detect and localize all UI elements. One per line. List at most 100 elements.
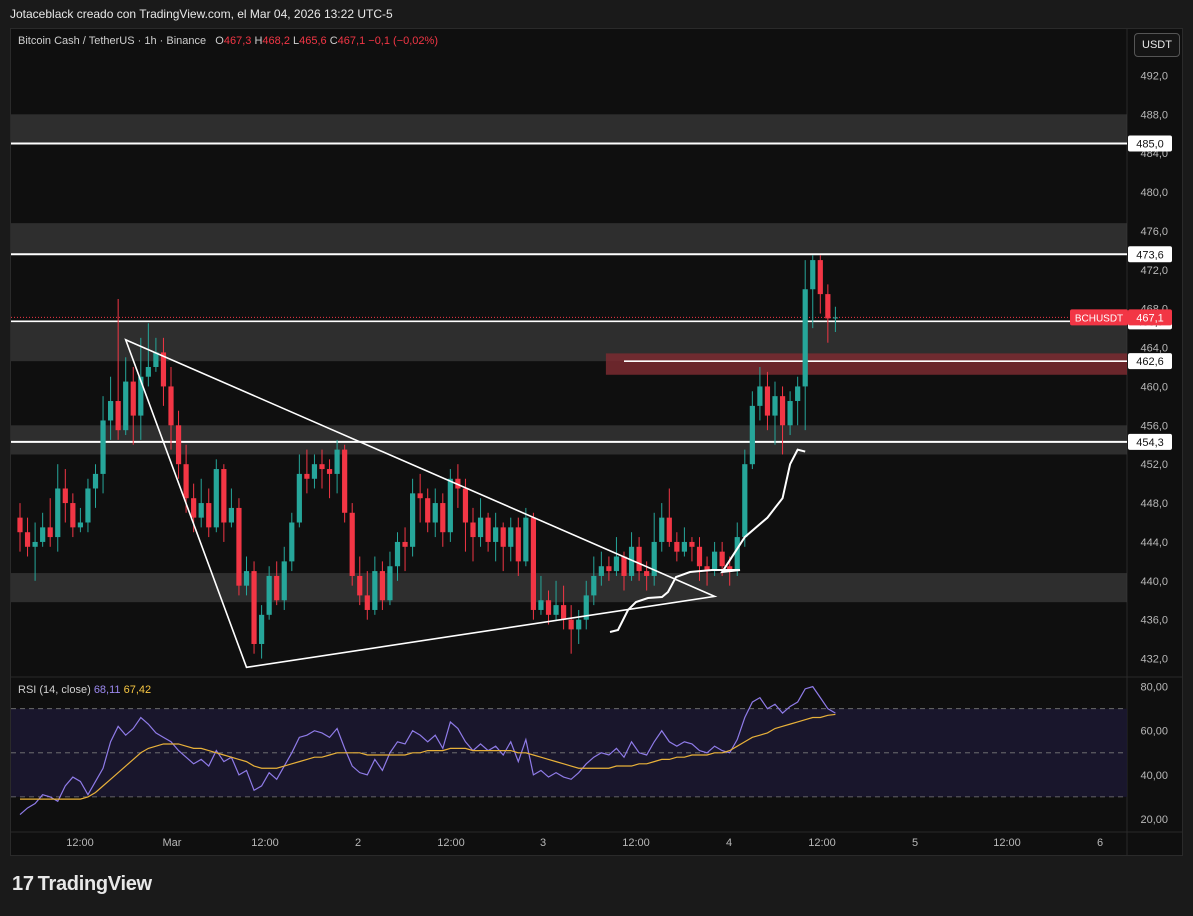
symbol-label: BCHUSDT: [1075, 313, 1123, 324]
candle-body: [266, 575, 272, 615]
rsi-value: 68,11: [93, 684, 121, 696]
rsi-legend[interactable]: RSI (14, close) 68,11 67,42: [18, 684, 151, 696]
candle-body: [334, 449, 340, 474]
time-tick-label: 2: [355, 837, 361, 849]
sr-zone: [11, 425, 1127, 455]
candle-body: [372, 571, 378, 610]
price-tick-label: 452,0: [1140, 459, 1168, 471]
candle-body: [568, 619, 574, 630]
price-tick-label: 480,0: [1140, 187, 1168, 199]
candle-body: [810, 260, 816, 290]
candle-body: [236, 507, 242, 586]
candle-body: [764, 386, 771, 416]
symbol-label-box: [1070, 309, 1128, 326]
candle-body: [795, 386, 801, 402]
candle-body: [92, 473, 99, 489]
price-label-box: [1128, 353, 1172, 370]
candle-body: [417, 493, 423, 499]
candle-body: [342, 449, 348, 513]
low-value: 465,6: [299, 35, 327, 47]
price-tick-label: 456,0: [1140, 420, 1168, 432]
candle-body: [523, 517, 529, 562]
candle-body: [787, 401, 793, 426]
candle-body: [644, 571, 650, 576]
candle-body: [326, 469, 333, 474]
candle-body: [387, 566, 393, 601]
price-tick-label: 492,0: [1140, 70, 1168, 82]
candle-body: [455, 478, 461, 489]
candle-body: [477, 517, 484, 538]
candle-body: [817, 260, 823, 295]
candle-body: [17, 517, 23, 533]
price-tick-label: 464,0: [1140, 343, 1168, 355]
candle-body: [719, 551, 725, 567]
brand-name: TradingView: [37, 873, 152, 895]
price-tick-label: 448,0: [1140, 498, 1168, 510]
candle-body: [115, 401, 121, 431]
candle-body: [583, 595, 589, 620]
rsi-label: RSI (14, close): [18, 684, 91, 696]
candle-body: [153, 352, 159, 367]
tradingview-logo-icon: 17: [12, 873, 34, 895]
symbol-name: Bitcoin Cash / TetherUS · 1h · Binance: [18, 35, 207, 47]
candle-body: [379, 571, 385, 601]
price-tick-label: 488,0: [1140, 109, 1168, 121]
candle-body: [349, 512, 355, 576]
price-tick-label: 432,0: [1140, 654, 1168, 666]
rsi-tick-label: 40,00: [1140, 770, 1168, 782]
candle-body: [100, 420, 106, 474]
candle-body: [779, 396, 786, 426]
candle-body: [674, 541, 680, 552]
candle-body: [168, 386, 174, 426]
candle-body: [160, 352, 167, 387]
rsi-tick-label: 20,00: [1140, 814, 1168, 826]
candle-body: [742, 464, 748, 538]
candle-body: [138, 376, 144, 416]
candle-body: [243, 571, 250, 586]
price-tick-label: 440,0: [1140, 576, 1168, 588]
candle-body: [825, 294, 831, 319]
price-tick-label: 436,0: [1140, 615, 1168, 627]
price-tick-label: 444,0: [1140, 537, 1168, 549]
time-tick-label: 12:00: [251, 837, 279, 849]
candle-body: [130, 381, 136, 416]
time-tick-label: Mar: [163, 837, 182, 849]
time-tick-label: 5: [912, 837, 918, 849]
price-label: 462,6: [1136, 356, 1164, 368]
candle-body: [47, 527, 53, 538]
candle-body: [364, 595, 370, 610]
time-tick-label: 12:00: [66, 837, 94, 849]
candle-body: [191, 498, 197, 518]
candle-body: [274, 575, 280, 601]
candle-body: [470, 522, 476, 538]
candle-body: [198, 503, 204, 518]
candle-body: [462, 488, 469, 523]
candle-body: [613, 556, 620, 572]
candle-body: [591, 575, 597, 596]
candle-body: [704, 566, 710, 572]
price-label-box: [1128, 246, 1172, 263]
candle-body: [221, 469, 227, 523]
candle-body: [696, 546, 703, 567]
time-tick-label: 6: [1097, 837, 1103, 849]
candle-body: [545, 600, 552, 615]
currency-button[interactable]: USDT: [1134, 33, 1180, 57]
time-tick-label: 12:00: [993, 837, 1021, 849]
symbol-legend[interactable]: Bitcoin Cash / TetherUS · 1h · Binance O…: [18, 35, 438, 47]
high-label: H: [254, 35, 263, 47]
candle-body: [561, 605, 567, 620]
sr-zone: [11, 223, 1127, 255]
candle-body: [832, 317, 838, 319]
price-label: 473,6: [1136, 249, 1164, 261]
rsi-line: [19, 685, 836, 816]
price-label: 485,0: [1136, 138, 1164, 150]
price-label-box: [1128, 433, 1172, 450]
candle-body: [296, 473, 302, 523]
candle-body: [77, 522, 83, 528]
tradingview-logo[interactable]: 17 TradingView: [12, 873, 152, 896]
candle-body: [228, 507, 234, 523]
candle-body: [734, 537, 740, 572]
last-price-box: [1128, 309, 1172, 326]
candle-body: [485, 517, 491, 542]
